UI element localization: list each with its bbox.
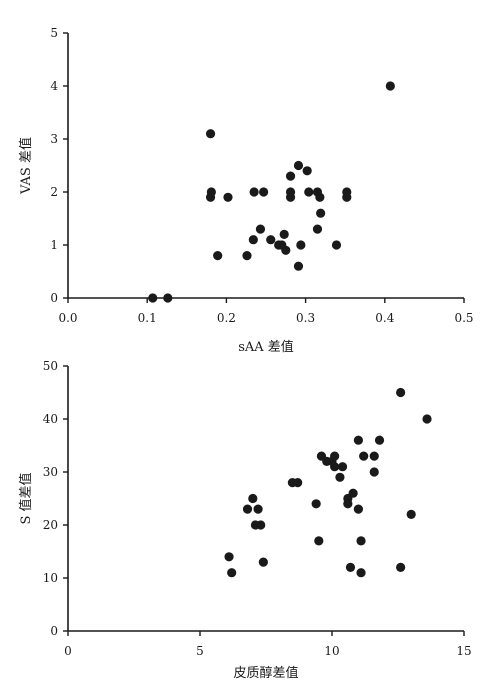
chart-1-y-tick-label: 4 [50, 79, 58, 93]
chart-2-data-point [369, 451, 379, 461]
chart-2-x-tick-label: 10 [324, 644, 339, 658]
chart-2-data-point [293, 478, 303, 488]
chart-1-y-tick-label: 5 [50, 26, 58, 40]
chart-1-x-tick-label: 0.5 [454, 311, 473, 325]
chart-1-data-point [293, 261, 304, 271]
chart-1-x-tick-label: 0.0 [58, 311, 77, 325]
chart-2-data-point [353, 504, 363, 514]
chart-2-y-tick-label: 20 [43, 518, 58, 532]
chart-2-data-point [311, 499, 321, 509]
chart-1-data-point [205, 192, 216, 202]
chart-1-data-point [242, 251, 252, 261]
chart-1-data-point [285, 192, 296, 202]
chart-1-data-point [385, 81, 395, 91]
chart-2-y-tick-label: 40 [43, 412, 58, 426]
chart-1-data-point [259, 187, 269, 197]
chart-1-data-point [213, 251, 223, 261]
chart-1-data-point [279, 229, 289, 239]
chart-2-y-tick-label: 0 [50, 624, 58, 638]
chart-2-data-point [227, 568, 237, 578]
chart-1-data-point [304, 187, 314, 197]
chart-1-x-tick-label: 0.4 [375, 311, 394, 325]
chart-2-y-tick-label: 30 [43, 465, 58, 479]
chart-2-data-point [337, 462, 348, 472]
chart-1-data-point [293, 160, 304, 171]
chart-2-data-point [224, 552, 234, 562]
chart-1-y-tick-label: 2 [50, 185, 58, 199]
chart-2-data-point [253, 504, 263, 514]
chart-2-y-tick-label: 10 [43, 571, 58, 585]
chart-1-y-axis-title: VAS 差值 [18, 137, 34, 195]
chart-1-data-point [312, 224, 323, 234]
chart-1-y-tick-label: 1 [50, 238, 58, 252]
chart-1-y-tick-label: 3 [50, 132, 58, 146]
chart-1-data-point [296, 240, 306, 250]
chart-2-data-point [330, 451, 340, 461]
chart-2-data-point [348, 488, 358, 498]
chart-2: 0 5 10 15 0 10 20 30 40 50 皮质醇差值 S 值差值 [18, 359, 472, 681]
chart-1-data-point [266, 235, 276, 245]
chart-1-y-tick-label: 0 [50, 291, 58, 305]
chart-1-data-point [163, 293, 173, 303]
chart-2-data-point [396, 387, 406, 398]
chart-1-x-tick-label: 0.2 [217, 311, 236, 325]
chart-2-data-point [356, 536, 366, 546]
chart-2-x-axis-title: 皮质醇差值 [233, 665, 298, 681]
chart-2-x-tick-label: 0 [64, 644, 72, 658]
chart-1-data-point [302, 166, 312, 176]
chart-1-x-axis-title: sAA 差值 [238, 339, 294, 355]
chart-2-data-point [335, 472, 345, 482]
chart-1-data-point [205, 129, 216, 139]
chart-1-data-point [316, 208, 326, 218]
chart-1-data-point [342, 192, 352, 202]
chart-1-data-point [331, 240, 342, 250]
chart-1-x-tick-label: 0.3 [296, 311, 315, 325]
chart-2-data-point [256, 520, 266, 530]
chart-1-data-point [249, 187, 259, 197]
chart-2-data-point [258, 557, 268, 567]
chart-1: 0.0 0.1 0.2 0.3 0.4 0.5 0 1 2 3 4 5 sAA 差值 VAS 差值 [18, 26, 474, 355]
chart-2-x-tick-label: 5 [196, 644, 204, 658]
chart-2-x-tick-label: 15 [456, 644, 471, 658]
chart-2-data-point [314, 536, 324, 546]
chart-1-data-point [248, 235, 258, 245]
chart-2-data-point [330, 462, 340, 472]
chart-1-data-point [315, 192, 325, 202]
chart-1-data-point [223, 192, 233, 202]
chart-2-data-point [353, 435, 363, 445]
chart-1-data-point [255, 224, 266, 234]
chart-2-data-point [356, 568, 366, 578]
chart-2-data-point [359, 451, 369, 461]
chart-2-data-point [248, 493, 258, 504]
chart-2-data-point [396, 562, 406, 573]
chart-1-x-tick-label: 0.1 [138, 311, 157, 325]
chart-1-data-point [281, 245, 291, 255]
chart-2-y-tick-label: 50 [43, 359, 58, 373]
chart-2-data-point [374, 435, 385, 445]
chart-2-data-point [242, 504, 253, 514]
chart-2-data-point [345, 562, 356, 573]
chart-2-y-axis-title: S 值差值 [18, 472, 34, 524]
chart-2-data-point [369, 467, 379, 477]
chart-2-data-point [406, 509, 416, 519]
chart-1-data-point [148, 293, 158, 303]
chart-2-data-point [422, 414, 432, 424]
chart-1-data-point [285, 171, 296, 181]
